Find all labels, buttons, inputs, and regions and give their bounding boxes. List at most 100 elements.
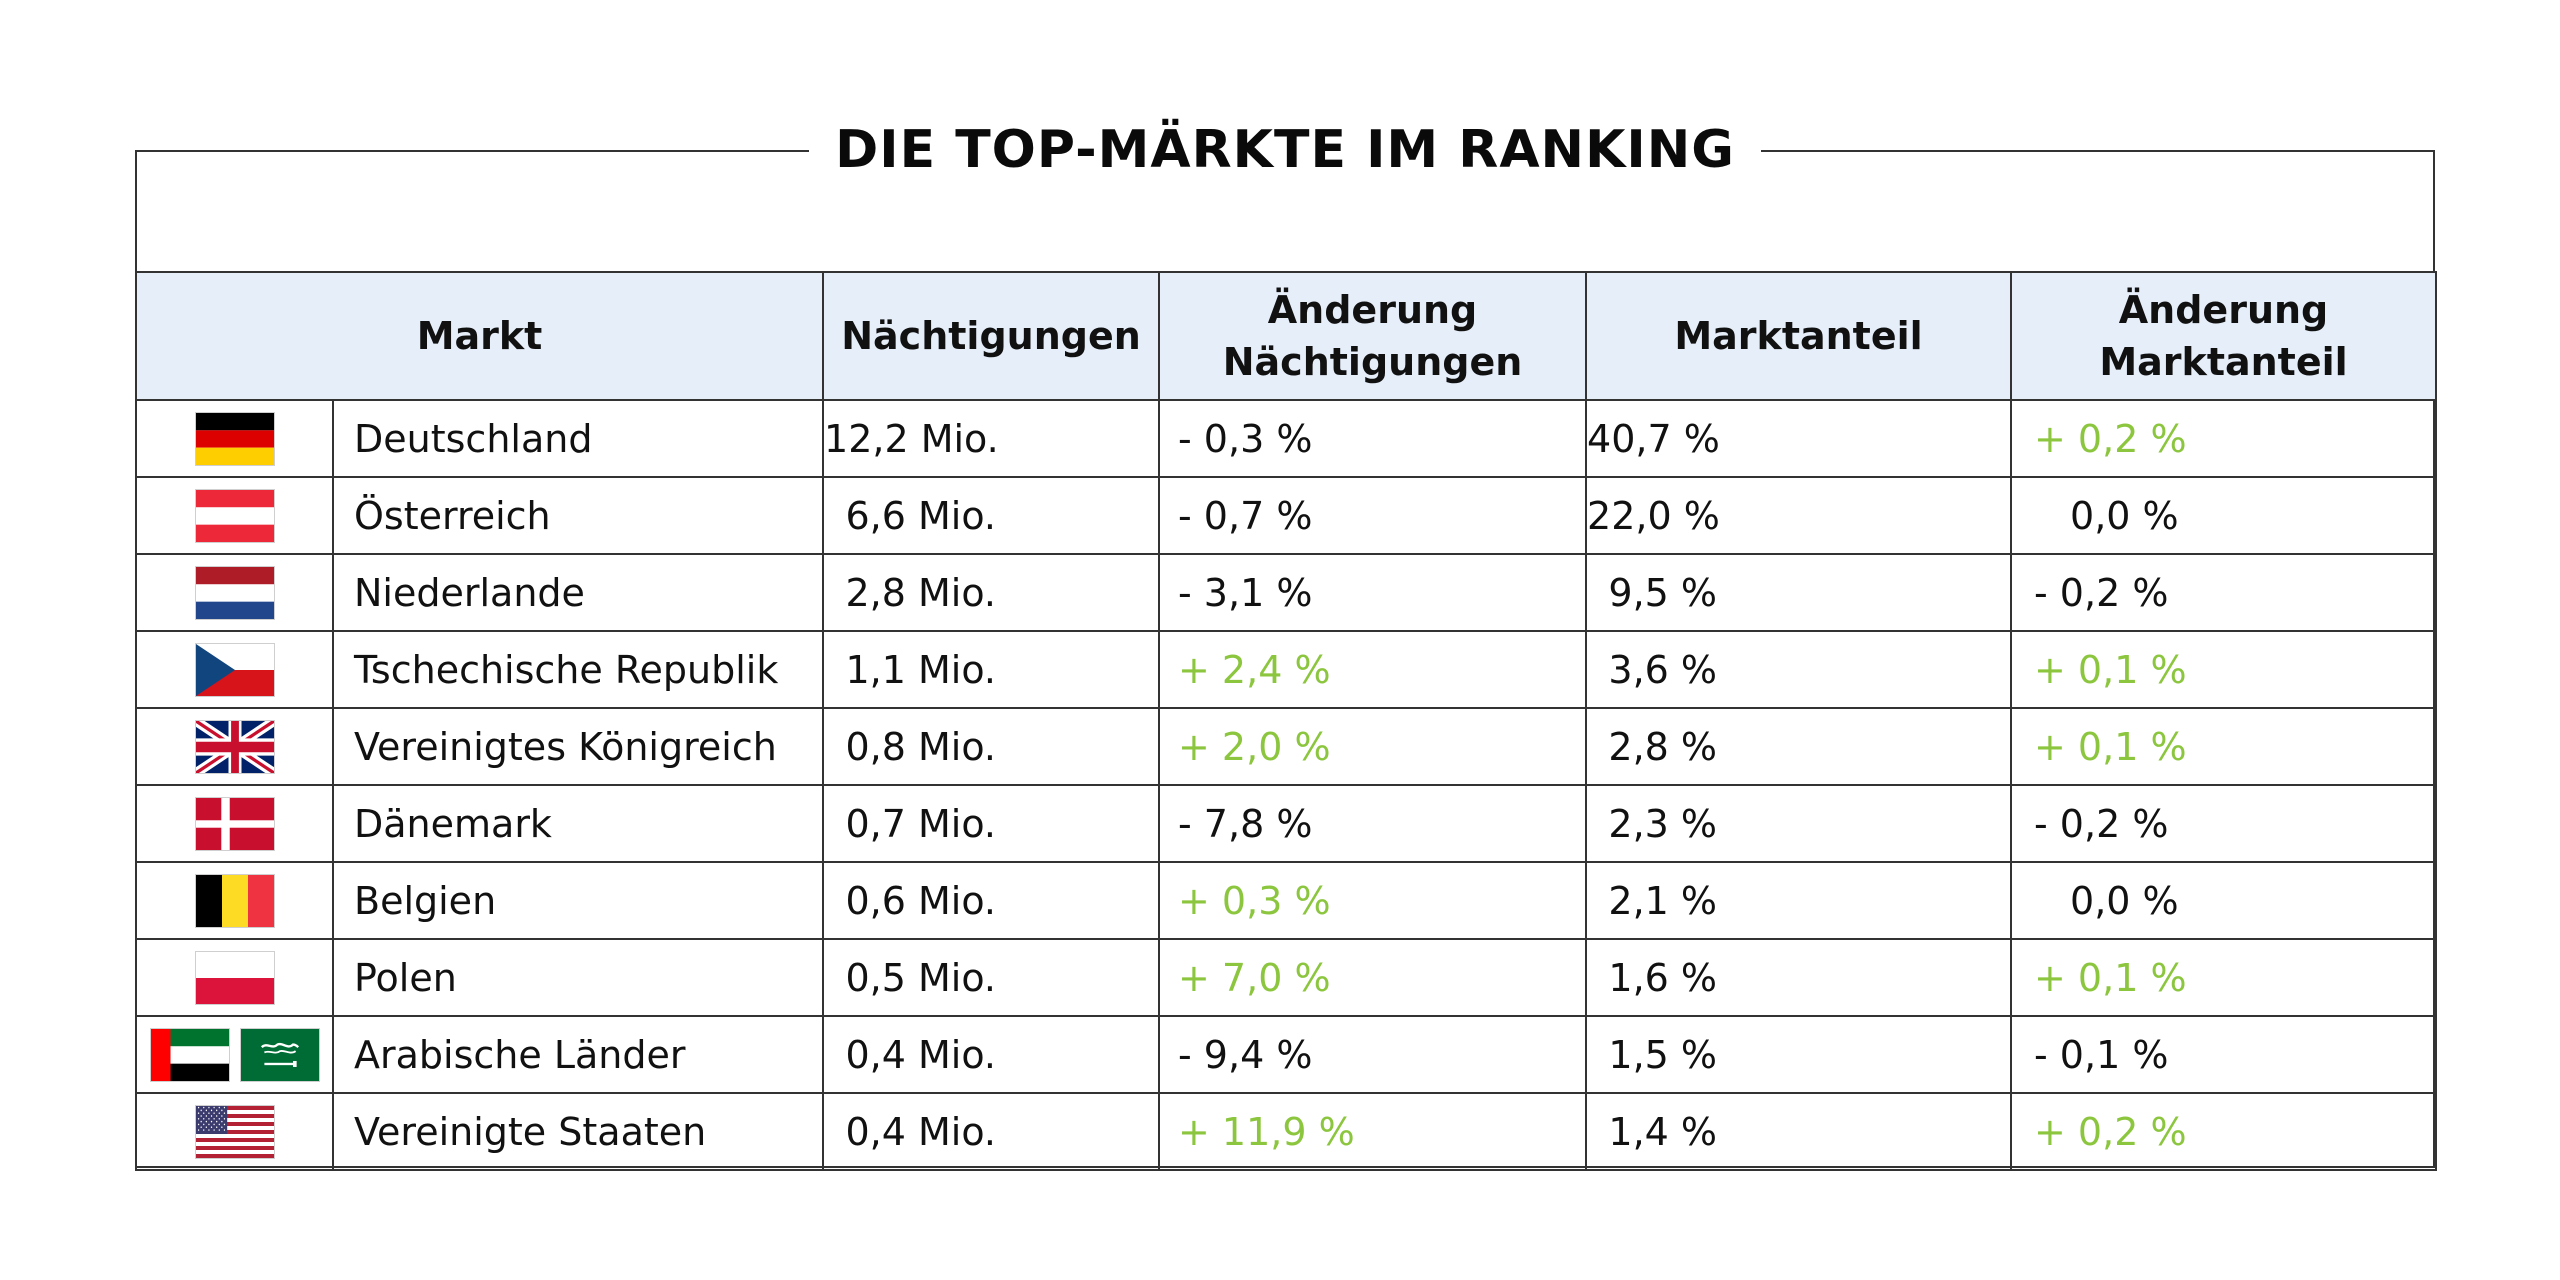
- country-name: Niederlande: [331, 553, 825, 632]
- table-header-row: Markt Nächtigungen Änderung Nächtigungen…: [134, 271, 2438, 401]
- naechtigungen-value: 0,6 Mio.: [845, 878, 997, 923]
- flag-cell: [135, 1092, 334, 1171]
- table-row: Niederlande 2,8 Mio. - 3,1 % 9,5 % - 0,2 %: [135, 553, 2438, 632]
- naechtigungen-cell: 0,4 Mio.: [822, 1092, 1161, 1171]
- marktanteil-cell: 3,6 %: [1585, 630, 2013, 709]
- aenderung-naechtigungen-value: + 0,3 %: [1178, 878, 1331, 923]
- table-body: Deutschland 12,2 Mio. - 0,3 % 40,7 % + 0,2 %…: [135, 399, 2438, 1171]
- country-name: Tschechische Republik: [331, 630, 825, 709]
- marktanteil-cell: 2,8 %: [1585, 707, 2013, 786]
- aenderung-naechtigungen-value: + 2,4 %: [1178, 647, 1331, 692]
- flag-cell: [135, 938, 334, 1017]
- aenderung-naechtigungen-value: + 7,0 %: [1178, 955, 1331, 1000]
- table-row: Tschechische Republik 1,1 Mio. + 2,4 % 3,6 …: [135, 630, 2438, 709]
- marktanteil-cell: 40,7 %: [1585, 399, 2013, 478]
- ranking-table: Markt Nächtigungen Änderung Nächtigungen…: [134, 271, 2438, 1171]
- table-row: Österreich 6,6 Mio. - 0,7 % 22,0 % 0,0 %: [135, 476, 2438, 555]
- header-aenderung-marktanteil-line1: Änderung: [2118, 288, 2329, 332]
- aenderung-naechtigungen-cell: - 7,8 %: [1158, 784, 1588, 863]
- marktanteil-value: 9,5 %: [1608, 570, 1718, 615]
- marktanteil-value: 1,5 %: [1608, 1032, 1718, 1077]
- country-name: Deutschland: [331, 399, 825, 478]
- table-row: Dänemark 0,7 Mio. - 7,8 % 2,3 % - 0,2 %: [135, 784, 2438, 863]
- aenderung-naechtigungen-cell: - 0,7 %: [1158, 476, 1588, 555]
- header-markt: Markt: [134, 271, 825, 401]
- aenderung-naechtigungen-value: + 2,0 %: [1178, 724, 1331, 769]
- naechtigungen-value: 2,8 Mio.: [845, 570, 997, 615]
- aenderung-marktanteil-value: + 0,2 %: [2034, 1109, 2187, 1154]
- country-name: Arabische Länder: [331, 1015, 825, 1094]
- naechtigungen-cell: 2,8 Mio.: [822, 553, 1161, 632]
- marktanteil-value: 2,1 %: [1608, 878, 1718, 923]
- naechtigungen-cell: 0,7 Mio.: [822, 784, 1161, 863]
- country-name: Vereinigte Staaten: [331, 1092, 825, 1171]
- marktanteil-value: 3,6 %: [1608, 647, 1718, 692]
- united-kingdom-flag-icon: [194, 719, 275, 774]
- header-aenderung-naechtigungen: Änderung Nächtigungen: [1158, 271, 1588, 401]
- flag-cell: [135, 476, 334, 555]
- naechtigungen-value: 0,7 Mio.: [845, 801, 997, 846]
- flag-cell: [135, 399, 334, 478]
- naechtigungen-cell: 0,6 Mio.: [822, 861, 1161, 940]
- country-name: Polen: [331, 938, 825, 1017]
- saudi-arabia-flag-icon: [239, 1027, 320, 1082]
- aenderung-naechtigungen-cell: + 0,3 %: [1158, 861, 1588, 940]
- naechtigungen-cell: 6,6 Mio.: [822, 476, 1161, 555]
- marktanteil-cell: 2,3 %: [1585, 784, 2013, 863]
- naechtigungen-cell: 0,4 Mio.: [822, 1015, 1161, 1094]
- table-row: Belgien 0,6 Mio. + 0,3 % 2,1 % 0,0 %: [135, 861, 2438, 940]
- aenderung-naechtigungen-cell: + 2,0 %: [1158, 707, 1588, 786]
- table-row: Polen 0,5 Mio. + 7,0 % 1,6 % + 0,1 %: [135, 938, 2438, 1017]
- marktanteil-value: 1,4 %: [1608, 1109, 1718, 1154]
- header-naechtigungen: Nächtigungen: [822, 271, 1161, 401]
- aenderung-marktanteil-value: + 0,2 %: [2034, 416, 2187, 461]
- country-name: Österreich: [331, 476, 825, 555]
- marktanteil-value: 22,0 %: [1587, 493, 1720, 538]
- aenderung-marktanteil-cell: + 0,2 %: [2010, 399, 2438, 478]
- belgium-flag-icon: [194, 873, 275, 928]
- aenderung-marktanteil-value: - 0,1 %: [2034, 1032, 2169, 1077]
- naechtigungen-value: 0,5 Mio.: [845, 955, 997, 1000]
- country-name: Belgien: [331, 861, 825, 940]
- aenderung-naechtigungen-cell: - 0,3 %: [1158, 399, 1588, 478]
- aenderung-naechtigungen-cell: - 9,4 %: [1158, 1015, 1588, 1094]
- aenderung-marktanteil-value: - 0,2 %: [2034, 801, 2169, 846]
- aenderung-marktanteil-value: 0,0 %: [2070, 493, 2179, 538]
- table-row: Deutschland 12,2 Mio. - 0,3 % 40,7 % + 0,2 %: [135, 399, 2438, 478]
- aenderung-marktanteil-value: + 0,1 %: [2034, 647, 2187, 692]
- aenderung-marktanteil-cell: - 0,1 %: [2010, 1015, 2438, 1094]
- austria-flag-icon: [194, 488, 275, 543]
- country-name: Vereinigtes Königreich: [331, 707, 825, 786]
- netherlands-flag-icon: [194, 565, 275, 620]
- naechtigungen-value: 0,4 Mio.: [845, 1032, 997, 1077]
- usa-flag-icon: [194, 1104, 275, 1159]
- marktanteil-value: 1,6 %: [1608, 955, 1718, 1000]
- aenderung-naechtigungen-value: - 3,1 %: [1178, 570, 1313, 615]
- marktanteil-value: 2,8 %: [1608, 724, 1718, 769]
- aenderung-naechtigungen-value: - 7,8 %: [1178, 801, 1313, 846]
- aenderung-marktanteil-cell: - 0,2 %: [2010, 784, 2438, 863]
- naechtigungen-value: 12,2 Mio.: [824, 416, 999, 461]
- aenderung-marktanteil-cell: - 0,2 %: [2010, 553, 2438, 632]
- flag-cell: [135, 707, 334, 786]
- marktanteil-value: 40,7 %: [1587, 416, 1720, 461]
- table-row: Vereinigtes Königreich 0,8 Mio. + 2,0 % 2,8…: [135, 707, 2438, 786]
- naechtigungen-value: 0,8 Mio.: [845, 724, 997, 769]
- header-aenderung-marktanteil-line2: Marktanteil: [2099, 340, 2348, 384]
- flag-cell: [135, 784, 334, 863]
- flag-cell: [135, 630, 334, 709]
- aenderung-marktanteil-cell: + 0,1 %: [2010, 630, 2438, 709]
- aenderung-marktanteil-value: 0,0 %: [2070, 878, 2179, 923]
- aenderung-naechtigungen-value: + 11,9 %: [1178, 1109, 1355, 1154]
- marktanteil-value: 2,3 %: [1608, 801, 1718, 846]
- marktanteil-cell: 1,6 %: [1585, 938, 2013, 1017]
- header-aenderung-naechtigungen-line1: Änderung: [1267, 288, 1478, 332]
- naechtigungen-value: 0,4 Mio.: [845, 1109, 997, 1154]
- flag-cell: [135, 1015, 334, 1094]
- aenderung-naechtigungen-value: - 9,4 %: [1178, 1032, 1313, 1077]
- marktanteil-cell: 22,0 %: [1585, 476, 2013, 555]
- marktanteil-cell: 1,4 %: [1585, 1092, 2013, 1171]
- aenderung-naechtigungen-value: - 0,7 %: [1178, 493, 1313, 538]
- header-aenderung-marktanteil: Änderung Marktanteil: [2010, 271, 2438, 401]
- czech-republic-flag-icon: [194, 642, 275, 697]
